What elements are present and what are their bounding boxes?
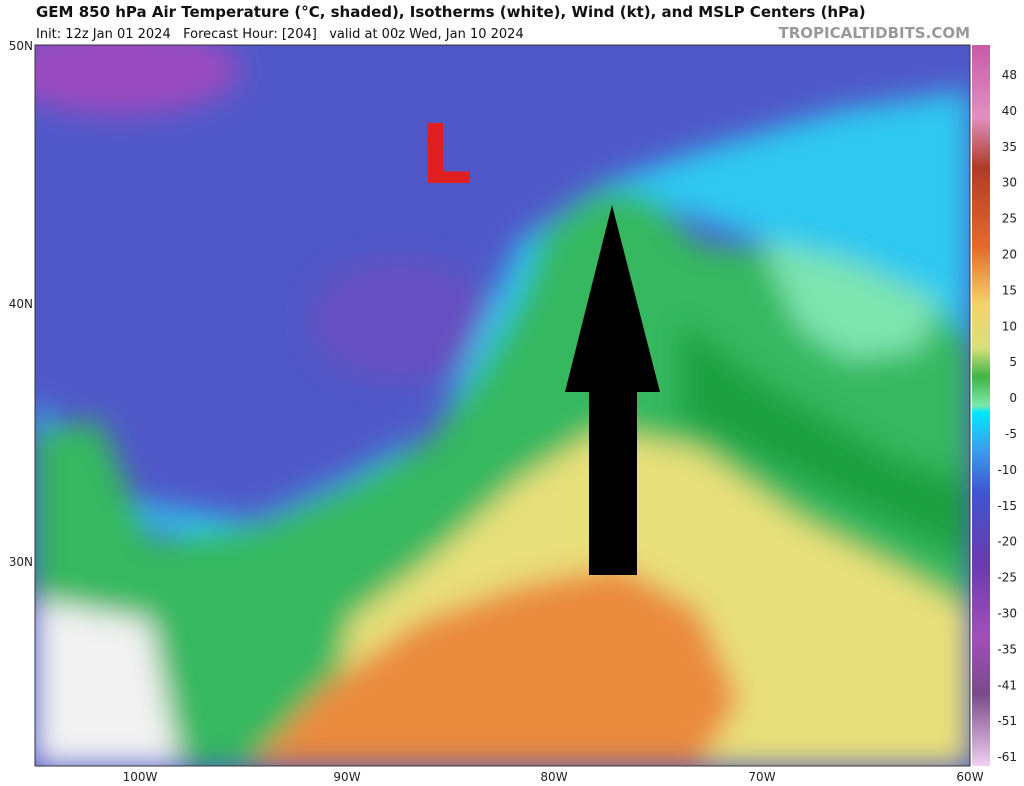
- map: L 991: [35, 45, 970, 766]
- lon-label: 60W: [956, 770, 983, 784]
- colorbar-label: -51: [997, 714, 1017, 728]
- colorbar-label: 0: [1009, 391, 1017, 405]
- subtitle: Init: 12z Jan 01 2024 Forecast Hour: [20…: [36, 27, 524, 42]
- colorbar-label: -20: [997, 535, 1017, 549]
- colorbar-label: -5: [1005, 427, 1017, 441]
- low-label: L: [420, 108, 472, 203]
- lon-label: 100W: [123, 770, 158, 784]
- lon-label: 80W: [540, 770, 567, 784]
- colorbar-label: 15: [1002, 283, 1017, 297]
- colorbar-label: 48: [1002, 68, 1017, 82]
- colorbar-label: -35: [997, 642, 1017, 656]
- colorbar-label: 10: [1002, 319, 1017, 333]
- lon-label: 90W: [333, 770, 360, 784]
- colorbar-label: -15: [997, 499, 1017, 513]
- lat-label: 50N: [9, 39, 33, 53]
- lat-label: 30N: [9, 555, 33, 569]
- colorbar-label: -10: [997, 463, 1017, 477]
- colorbar-label: 25: [1002, 212, 1017, 226]
- colorbar-label: 40: [1002, 104, 1017, 118]
- colorbar-label: 20: [1002, 248, 1017, 262]
- credit: TROPICALTIDBITS.COM: [779, 24, 971, 42]
- labels: 50N 40N 30N 100W 90W 80W 70W 60W 48 40 35 30 25 20 15 1…: [9, 39, 1017, 784]
- colorbar-label: -25: [997, 571, 1017, 585]
- colorbar-label: 30: [1002, 176, 1017, 190]
- colorbar-label: 5: [1009, 355, 1017, 369]
- colorbar-label: 35: [1002, 140, 1017, 154]
- lat-label: 40N: [9, 297, 33, 311]
- colorbar: [972, 45, 990, 766]
- colorbar-label: -30: [997, 607, 1017, 621]
- low-pressure: 991: [426, 137, 445, 148]
- title: GEM 850 hPa Air Temperature (°C, shaded)…: [36, 3, 866, 21]
- lon-label: 70W: [748, 770, 775, 784]
- colorbar-label: -41: [997, 678, 1017, 692]
- map-frame: [34, 44, 971, 767]
- colorbar-label: -61: [997, 750, 1017, 764]
